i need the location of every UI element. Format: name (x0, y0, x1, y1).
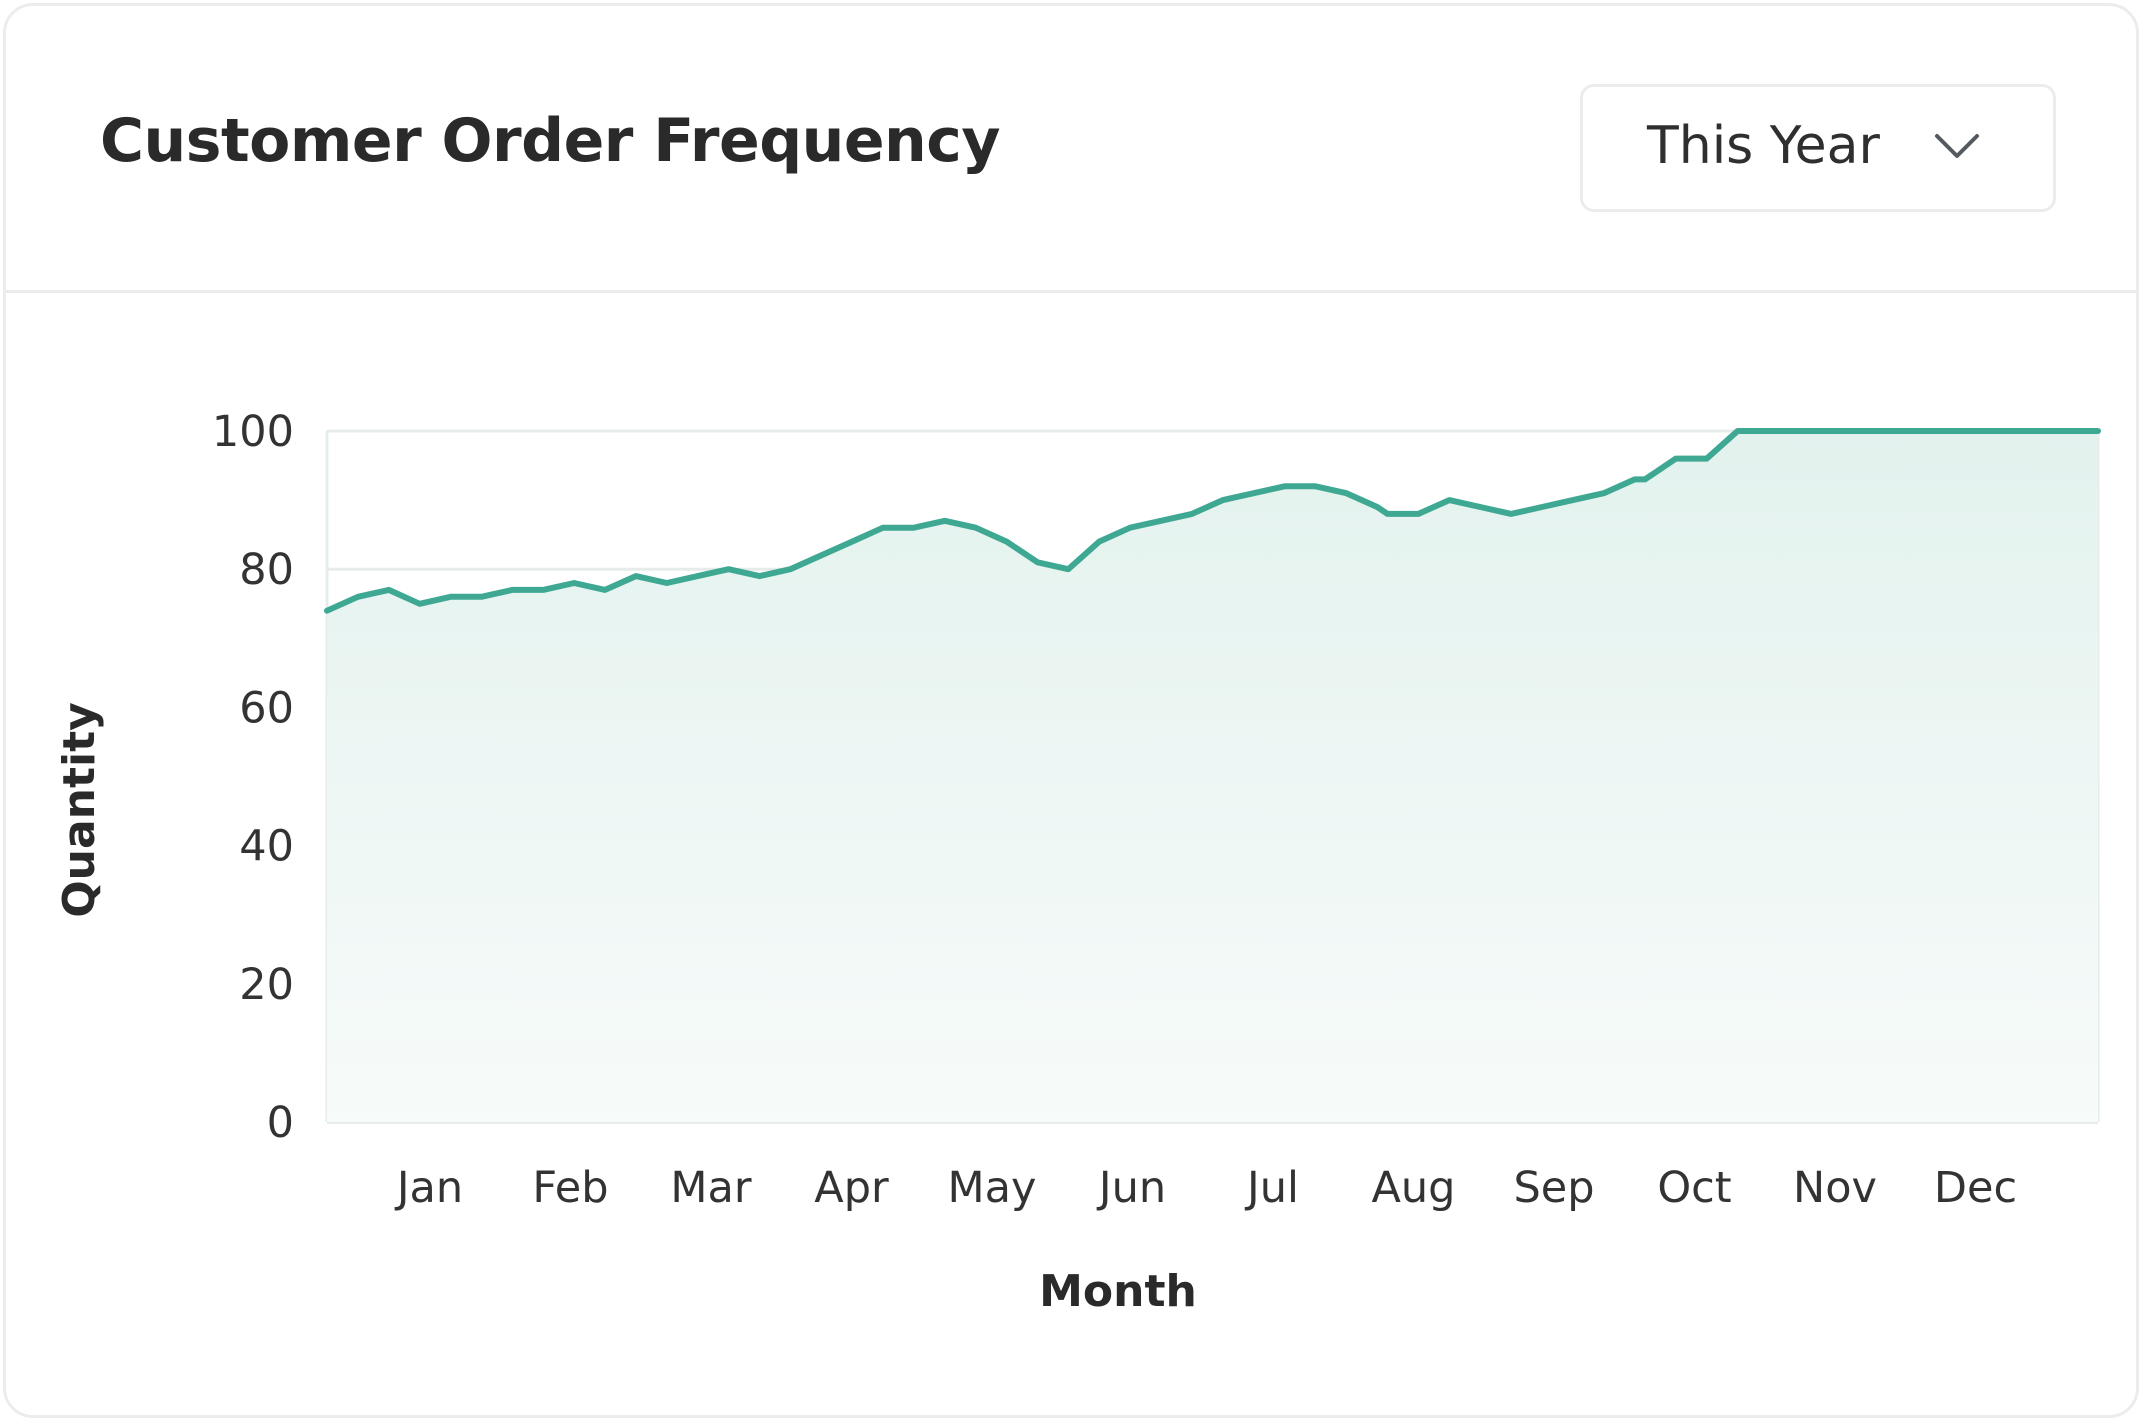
y-tick-label: 0 (267, 1098, 294, 1148)
y-axis-title: Quantity (54, 702, 105, 918)
x-tick-label: Aug (1372, 1163, 1456, 1213)
x-tick-label: Jun (1096, 1163, 1166, 1213)
y-tick-label: 60 (239, 683, 294, 733)
x-axis-ticks: Jan Feb Mar Apr May Jun Jul Aug Sep Oct Nov Dec (394, 1163, 2017, 1213)
x-tick-label: Feb (532, 1163, 608, 1213)
y-tick-label: 40 (239, 822, 294, 872)
x-tick-label: Nov (1793, 1163, 1877, 1213)
period-select[interactable]: This Year (1580, 84, 2056, 212)
card-title: Customer Order Frequency (100, 106, 1000, 176)
y-tick-label: 20 (239, 960, 294, 1010)
x-tick-label: Apr (814, 1163, 889, 1213)
y-axis-ticks: 0 20 40 60 80 100 (212, 407, 294, 1148)
x-tick-label: Jul (1244, 1163, 1299, 1213)
chevron-down-icon (1935, 134, 1979, 158)
x-tick-label: Dec (1934, 1163, 2017, 1213)
x-tick-label: Oct (1657, 1163, 1731, 1213)
x-axis-title: Month (1039, 1266, 1197, 1317)
period-select-value: This Year (1647, 116, 1880, 176)
y-tick-label: 100 (212, 407, 294, 457)
card-header: Customer Order Frequency This Year (6, 6, 2136, 293)
x-tick-label: May (948, 1163, 1037, 1213)
x-tick-label: Mar (670, 1163, 751, 1213)
series-line (324, 428, 2101, 614)
series-line-layer (324, 428, 2101, 614)
area-fill (327, 431, 2098, 1122)
series-area (327, 431, 2098, 1122)
y-tick-label: 80 (239, 545, 294, 595)
x-tick-label: Sep (1513, 1163, 1594, 1213)
x-tick-label: Jan (394, 1163, 463, 1213)
